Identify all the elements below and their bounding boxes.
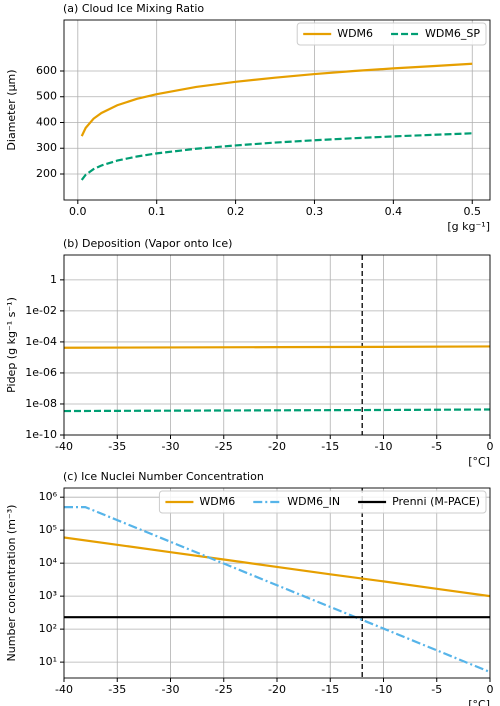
y-tick-label: 1e-06 [25, 366, 57, 379]
y-tick-label: 10⁴ [39, 556, 58, 569]
y-tick-label: 200 [36, 167, 57, 180]
x-tick-label: 0 [487, 440, 494, 453]
panel-title: (c) Ice Nuclei Number Concentration [63, 470, 264, 483]
y-tick-label: 400 [36, 115, 57, 128]
x-tick-label: -5 [431, 440, 442, 453]
x-tick-label: 0.5 [464, 205, 482, 218]
y-tick-label: 1e-02 [25, 304, 57, 317]
y-tick-label: 500 [36, 90, 57, 103]
x-tick-label: -5 [431, 683, 442, 696]
series-line [64, 506, 490, 674]
x-tick-label: 0.3 [306, 205, 324, 218]
plot-frame [63, 254, 491, 436]
legend-label: WDM6_SP [425, 27, 480, 40]
x-tick-label: -35 [108, 440, 126, 453]
x-tick-label: -20 [268, 683, 286, 696]
x-tick-label: -25 [215, 683, 233, 696]
panel: (a) Cloud Ice Mixing Ratio 0.0 0.1 0.2 0.3 0.… [5, 2, 491, 233]
y-tick-label: 1e-10 [25, 428, 57, 441]
x-tick-label: -10 [375, 440, 393, 453]
y-axis-label: Pidep (g kg⁻¹ s⁻¹) [5, 297, 18, 393]
plot-frame [63, 19, 491, 201]
legend: WDM6 WDM6_SP [296, 22, 487, 46]
plot-area [64, 255, 490, 435]
x-tick-label: 0.1 [148, 205, 166, 218]
series-line [80, 132, 473, 181]
y-axis-label: Diameter (μm) [5, 69, 18, 150]
series-line [80, 62, 473, 137]
y-tick-label: 1 [50, 273, 57, 286]
y-tick-label: 1e-04 [25, 335, 57, 348]
y-axis-label: Number concentration (m⁻³) [5, 505, 18, 662]
x-tick-label: -15 [321, 683, 339, 696]
x-tick-label: -10 [375, 683, 393, 696]
x-axis-label: [g kg⁻¹] [447, 220, 490, 233]
panel-title: (a) Cloud Ice Mixing Ratio [63, 2, 204, 15]
x-tick-label: -40 [55, 683, 73, 696]
x-tick-label: -30 [162, 440, 180, 453]
x-tick-label: -20 [268, 440, 286, 453]
y-tick-label: 10⁵ [39, 523, 57, 536]
x-tick-label: 0 [487, 683, 494, 696]
series-line [64, 536, 490, 598]
y-tick-label: 600 [36, 64, 57, 77]
y-tick-label: 1e-08 [25, 397, 57, 410]
y-tick-label: 10⁶ [39, 490, 58, 503]
panel: (b) Deposition (Vapor onto Ice) -40 -35 -30… [5, 237, 494, 468]
x-tick-label: -35 [108, 683, 126, 696]
x-tick-label: 0.4 [385, 205, 403, 218]
x-axis-label: [°C] [468, 455, 490, 468]
legend-label: Prenni (M-PACE) [392, 495, 480, 508]
plot-area [80, 62, 473, 181]
panel-title: (b) Deposition (Vapor onto Ice) [63, 237, 232, 250]
legend-label: WDM6_IN [287, 495, 340, 508]
x-tick-label: -25 [215, 440, 233, 453]
x-tick-label: 0.0 [69, 205, 87, 218]
x-tick-label: 0.2 [227, 205, 245, 218]
x-tick-label: -40 [55, 440, 73, 453]
legend: WDM6 WDM6_IN Prenni (M-PACE) [158, 490, 487, 514]
series-line [64, 408, 490, 413]
x-tick-label: -15 [321, 440, 339, 453]
y-tick-label: 10¹ [39, 655, 57, 668]
legend-box [158, 490, 487, 514]
panel: (c) Ice Nuclei Number Concentration -40 -3… [5, 470, 494, 706]
plot-frame [63, 487, 491, 679]
plot-area [64, 488, 490, 678]
series-line [64, 345, 490, 349]
x-axis-label: [°C] [468, 698, 490, 706]
y-tick-label: 10² [39, 622, 57, 635]
y-tick-label: 300 [36, 141, 57, 154]
x-tick-label: -30 [162, 683, 180, 696]
legend-label: WDM6 [337, 27, 373, 40]
legend-label: WDM6 [199, 495, 235, 508]
y-tick-label: 10³ [39, 589, 57, 602]
